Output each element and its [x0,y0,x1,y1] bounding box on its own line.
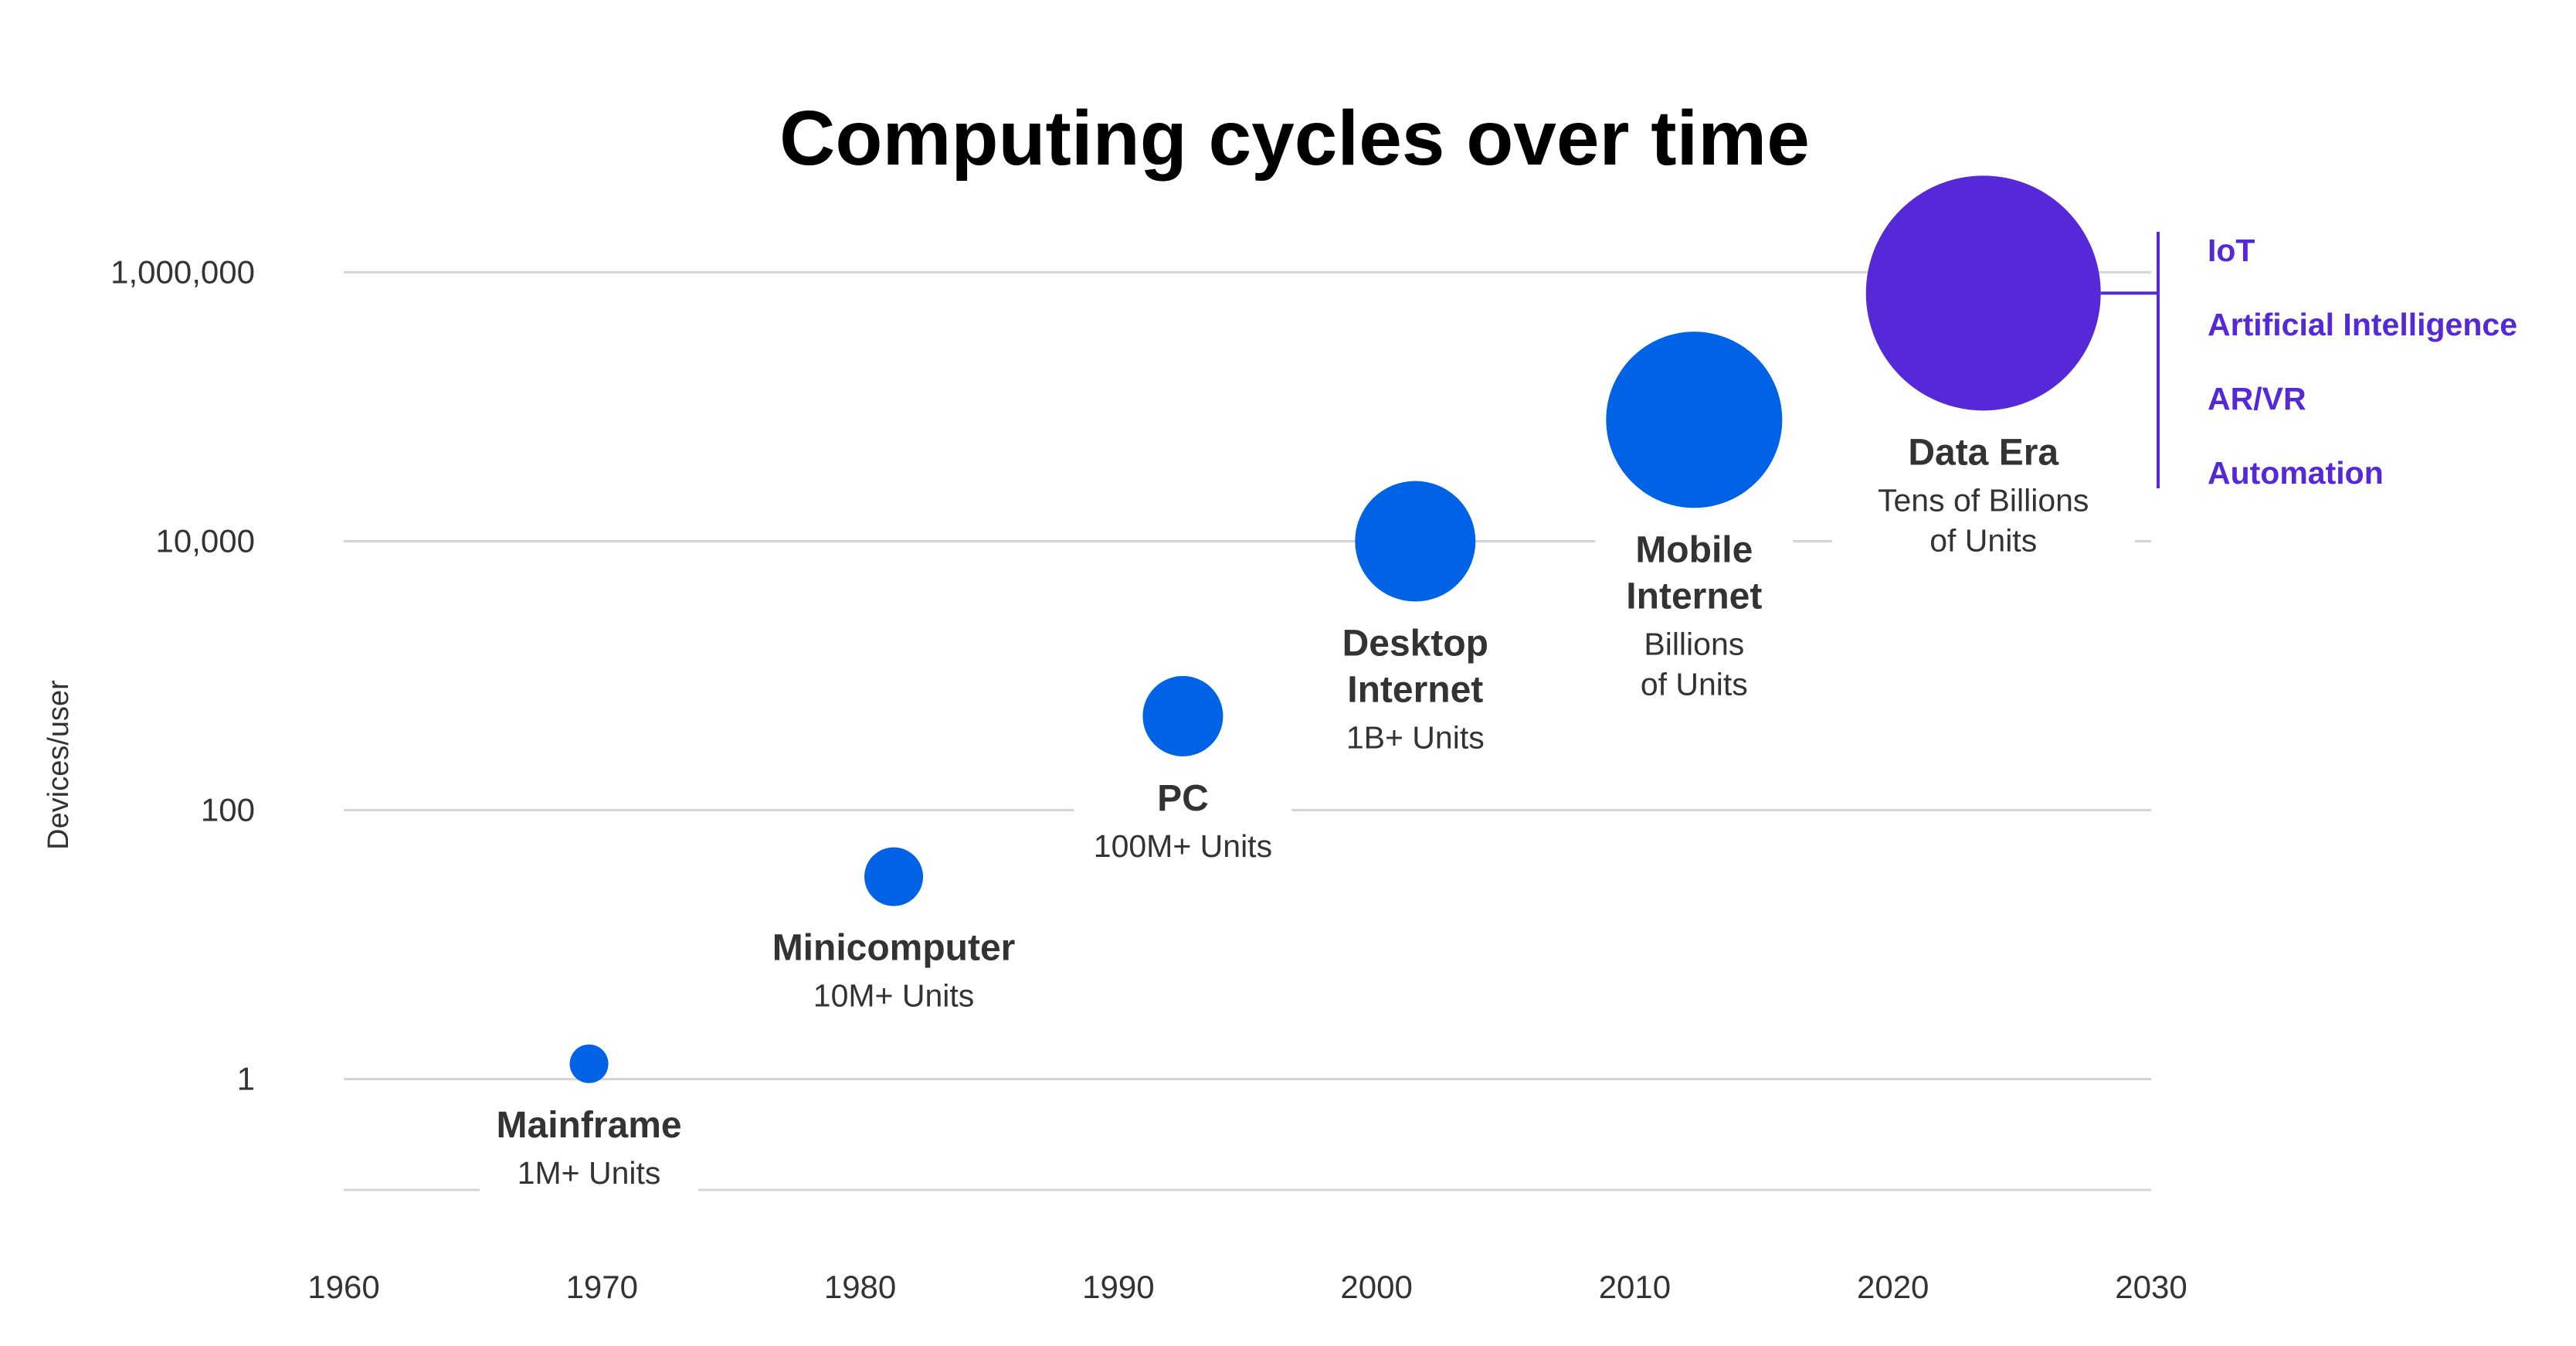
era-name: PC [1157,778,1209,819]
era-units: Billions [1644,626,1744,661]
era-units: 10M+ Units [813,978,975,1014]
y-tick-label: 1,000,000 [110,253,255,290]
bubble-data-era [1865,175,2101,411]
x-tick-label: 1980 [824,1269,896,1305]
era-units: of Units [1641,666,1748,702]
bubble-minicomputer [864,847,924,906]
label-background [1316,617,1515,758]
y-tick-label: 10,000 [156,522,255,559]
era-units: Tens of Billions [1878,482,2089,518]
trend-ar-vr: AR/VR [2208,381,2306,416]
era-name: Desktop [1342,623,1488,664]
label-background [1595,523,1794,705]
label-background [480,1098,699,1193]
trend-annotations: IoT Artificial Intelligence AR/VR Automatio… [2100,232,2517,491]
era-name: Minicomputer [772,928,1016,969]
x-tick-label: 1960 [307,1269,379,1305]
x-tick-labels: 1960 1970 1980 1990 2000 2010 2020 2030 [307,1269,2187,1305]
data-points [569,175,2101,1083]
era-units: of Units [1929,522,2037,558]
trend-automation: Automation [2208,455,2384,491]
era-name: Mobile [1635,529,1753,570]
y-tick-label: 100 [201,792,255,828]
label-mobile-internet: Mobile Internet Billions of Units [1595,523,1794,705]
bubble-pc [1142,675,1224,756]
era-name: Internet [1347,669,1483,710]
label-data-era: Data Era Tens of Billions of Units [1831,426,2135,561]
x-tick-label: 2030 [2115,1269,2187,1305]
x-tick-label: 2020 [1857,1269,1929,1305]
era-units: 1M+ Units [518,1155,661,1191]
era-name: Data Era [1908,432,2058,473]
trend-artificial-intelligence: Artificial Intelligence [2208,307,2517,342]
x-tick-label: 2010 [1599,1269,1671,1305]
label-mainframe: Mainframe 1M+ Units [480,1098,699,1193]
label-pc: PC 100M+ Units [1074,771,1292,866]
bubble-mobile-internet [1606,331,1783,508]
chart-title: Computing cycles over time [779,95,1810,182]
label-minicomputer: Minicomputer 10M+ Units [753,921,1035,1016]
grid-layer [344,270,2151,1191]
bubble-mainframe [569,1044,609,1083]
era-name: Mainframe [497,1105,682,1146]
label-desktop-internet: Desktop Internet 1B+ Units [1316,617,1515,758]
y-tick-label: 1 [237,1061,255,1097]
bubble-desktop-internet [1355,481,1476,602]
y-tick-labels: 1 100 10,000 1,000,000 [110,253,255,1096]
label-background [1831,426,2135,561]
y-axis-label: Devices/user [42,680,75,850]
trend-iot: IoT [2208,233,2255,268]
point-labels: Mainframe 1M+ Units Minicomputer 10M+ Units… [480,426,2135,1193]
label-background [1074,771,1292,866]
era-name: Internet [1626,576,1762,617]
label-background [753,921,1035,1016]
x-tick-label: 1970 [566,1269,638,1305]
x-tick-label: 2000 [1340,1269,1412,1305]
era-units: 100M+ Units [1094,828,1272,864]
x-tick-label: 1990 [1082,1269,1154,1305]
era-units: 1B+ Units [1346,719,1485,755]
